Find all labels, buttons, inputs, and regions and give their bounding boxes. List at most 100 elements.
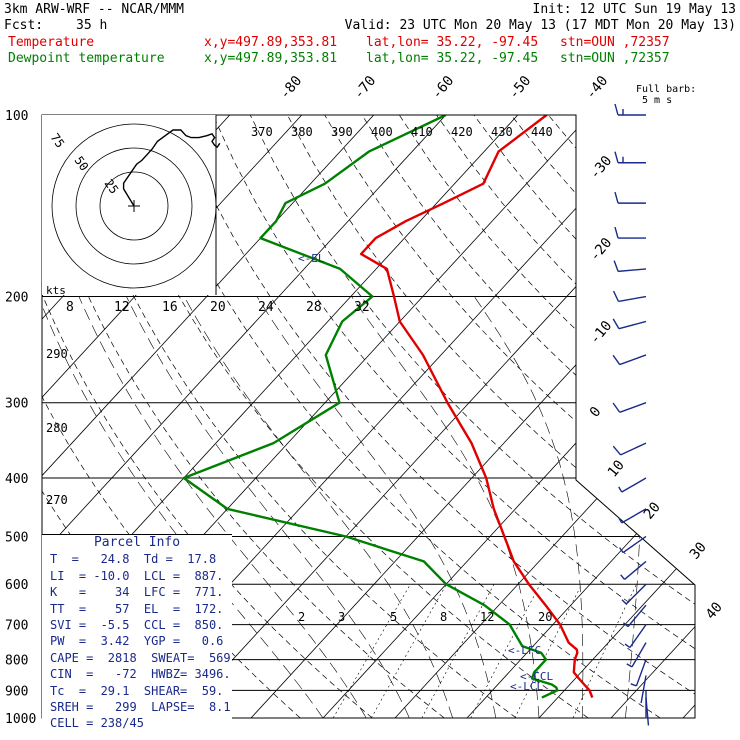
wind-barb — [619, 535, 647, 554]
hodograph-ring — [51, 123, 217, 289]
barb-flag — [618, 486, 623, 493]
level-marker-label: <-LFC — [508, 644, 541, 657]
mixing-ratio-label: 20 — [538, 610, 552, 624]
pressure-tick-label: 300 — [5, 397, 28, 412]
pressure-tick-label: 500 — [5, 530, 28, 545]
dry-adiabat — [622, 115, 695, 718]
parcel-info-row: LI = -10.0 LCL = 887. — [50, 568, 224, 583]
barb-flag — [614, 226, 619, 239]
pressure-tick-label: 200 — [5, 291, 28, 306]
theta-tick-label: 440 — [531, 125, 553, 139]
dewpoint-legend-latlon: lat,lon= 35.22, -97.45 — [366, 51, 539, 66]
barb-staff — [635, 659, 647, 687]
dry-adiabat — [212, 115, 695, 718]
temperature-legend-label: Temperature — [8, 35, 95, 50]
barb-flag — [612, 402, 621, 413]
barb-flag — [614, 103, 619, 116]
barb-staff — [620, 442, 647, 456]
barb-staff — [618, 268, 647, 273]
temperature-legend-station: stn=OUN ,72357 — [560, 35, 670, 50]
wind-barb — [612, 318, 647, 330]
wind-barb — [618, 508, 647, 524]
mixing-ratio-label: 3 — [338, 610, 345, 624]
forecast-hours: 35 h — [76, 18, 108, 33]
parcel-info-row: T = 24.8 Td = 17.8 — [50, 552, 217, 567]
hodograph-ring-label: 75 — [48, 131, 68, 151]
hodograph-ring-label: 50 — [72, 154, 92, 174]
pressure-tick-label: 1000 — [5, 712, 36, 727]
speed-tick-label: 12 — [114, 300, 130, 315]
isotherm-line — [394, 115, 695, 718]
parcel-info-row: SREH = 299 LAPSE= 8.1 — [50, 700, 231, 715]
theta-tick-label: 410 — [411, 125, 433, 139]
isotherm-tick-label: -70 — [351, 73, 380, 103]
isotherm-tick-label: 40 — [703, 599, 726, 622]
isotherm-tick-label: 30 — [687, 539, 710, 562]
barb-flag — [622, 622, 629, 628]
hodograph-ring — [75, 147, 193, 265]
dewpoint-legend-station: stn=OUN ,72357 — [560, 51, 670, 66]
theta-tick-label: 290 — [46, 347, 68, 361]
barb-staff — [631, 642, 647, 668]
isotherm-tick-label: -50 — [506, 73, 535, 103]
dry-adiabat — [361, 115, 695, 718]
full-barb-label: Full barb: — [636, 84, 697, 95]
dewpoint-legend-label: Dewpoint temperature — [8, 51, 165, 66]
wind-barb — [613, 260, 647, 273]
wind-barb — [618, 477, 647, 493]
isotherm-tick-label: 20 — [641, 499, 664, 522]
barb-staff — [619, 354, 647, 366]
dry-adiabat — [399, 115, 695, 718]
theta-tick-label: 420 — [451, 125, 473, 139]
temperature-profile — [359, 115, 594, 699]
wind-barb — [630, 659, 647, 687]
wind-barb — [614, 103, 646, 116]
level-marker-label: <-CCL — [520, 670, 553, 683]
dry-adiabat — [659, 115, 695, 718]
mixing-ratio-label: 12 — [480, 610, 494, 624]
wind-barb — [622, 604, 647, 628]
barb-flag — [613, 260, 619, 272]
parcel-info-row: CIN = -72 HWBZ= 3496. — [50, 667, 231, 682]
barb-staff — [622, 535, 647, 554]
theta-tick-label: 370 — [251, 125, 273, 139]
isotherm-line — [610, 115, 695, 718]
barb-flag — [612, 318, 620, 330]
wind-barb — [614, 226, 646, 239]
temperature-legend-xy: x,y=497.89,353.81 — [204, 35, 338, 50]
pressure-tick-label: 100 — [5, 109, 28, 124]
barb-staff — [624, 560, 647, 580]
speed-tick-label: 20 — [210, 300, 226, 315]
dry-adiabat — [287, 115, 695, 718]
hodograph-trace — [122, 129, 221, 207]
dewpoint-legend-xy: x,y=497.89,353.81 — [204, 51, 338, 66]
dry-adiabat — [697, 115, 740, 718]
dry-adiabat — [42, 115, 301, 718]
pressure-tick-label: 400 — [5, 472, 28, 487]
dry-adiabat — [324, 115, 695, 718]
moist-adiabat — [256, 296, 497, 718]
pressure-tick-label: 700 — [5, 619, 28, 634]
wind-barb — [624, 624, 647, 649]
dewpoint-profile — [182, 115, 559, 699]
barb-staff — [618, 295, 647, 303]
level-marker-label: <-LCL — [510, 680, 543, 693]
isotherm-line — [250, 115, 695, 718]
barb-staff — [627, 604, 647, 628]
barb-flag — [630, 683, 637, 687]
barb-flag — [612, 290, 620, 302]
hodograph-ring-label: 25 — [102, 177, 122, 197]
wind-barb — [612, 402, 647, 413]
wind-barb — [612, 290, 647, 303]
dry-adiabat — [249, 115, 695, 718]
wind-barb — [620, 560, 647, 580]
isotherm-tick-label: -80 — [277, 73, 306, 103]
parcel-info-title: Parcel Info — [93, 535, 181, 550]
forecast-label: Fcst: — [4, 18, 44, 33]
dry-adiabat — [42, 115, 445, 718]
barb-staff — [621, 477, 647, 493]
barb-staff — [619, 402, 647, 413]
barb-staff — [640, 675, 647, 704]
barb-staff — [621, 508, 647, 524]
